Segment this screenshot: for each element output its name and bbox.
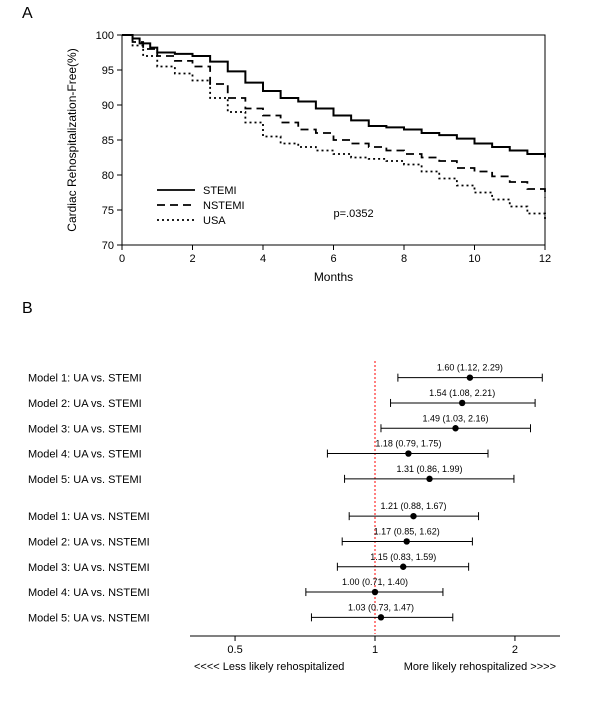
panel-b-forest: 0.5 1 2 <<<< Less likely rehospitalized More… [20, 345, 580, 675]
svg-text:STEMI: STEMI [203, 185, 237, 197]
svg-text:1.49 (1.03, 2.16): 1.49 (1.03, 2.16) [422, 413, 488, 423]
svg-text:1: 1 [372, 644, 378, 656]
svg-text:95: 95 [102, 65, 114, 77]
svg-text:1.54 (1.08, 2.21): 1.54 (1.08, 2.21) [429, 388, 495, 398]
figure-page: A 024681012707580859095100MonthsCardiac … [0, 0, 600, 703]
svg-text:Model 2: UA vs. NSTEMI: Model 2: UA vs. NSTEMI [28, 536, 150, 548]
svg-text:0: 0 [119, 253, 125, 265]
svg-text:90: 90 [102, 100, 114, 112]
svg-text:75: 75 [102, 205, 114, 217]
svg-text:2: 2 [189, 253, 195, 265]
svg-text:1.31 (0.86, 1.99): 1.31 (0.86, 1.99) [396, 464, 462, 474]
svg-text:Cardiac Rehospitalization-Free: Cardiac Rehospitalization-Free(%) [65, 48, 79, 231]
svg-text:12: 12 [539, 253, 551, 265]
svg-text:Model 2: UA vs. STEMI: Model 2: UA vs. STEMI [28, 398, 142, 410]
svg-text:Model 3: UA vs. STEMI: Model 3: UA vs. STEMI [28, 423, 142, 435]
svg-text:<<<< Less likely rehospitalize: <<<< Less likely rehospitalized [194, 661, 344, 673]
svg-text:1.18 (0.79, 1.75): 1.18 (0.79, 1.75) [375, 439, 441, 449]
svg-text:100: 100 [96, 30, 114, 42]
svg-text:Months: Months [314, 270, 353, 284]
svg-text:1.00 (0.71, 1.40): 1.00 (0.71, 1.40) [342, 577, 408, 587]
svg-text:p=.0352: p=.0352 [334, 208, 374, 220]
svg-text:USA: USA [203, 215, 226, 227]
svg-text:Model 5: UA vs. NSTEMI: Model 5: UA vs. NSTEMI [28, 612, 150, 624]
svg-text:85: 85 [102, 135, 114, 147]
svg-text:1.60 (1.12, 2.29): 1.60 (1.12, 2.29) [437, 363, 503, 373]
svg-text:Model 5: UA vs. STEMI: Model 5: UA vs. STEMI [28, 474, 142, 486]
svg-text:4: 4 [260, 253, 266, 265]
panel-a-chart: 0 2 4 6 8 10 12 70 75 80 85 90 95 100 Months Cardiac Re… [60, 25, 560, 285]
svg-text:10: 10 [468, 253, 480, 265]
svg-text:0.5: 0.5 [227, 644, 242, 656]
svg-text:80: 80 [102, 170, 114, 182]
svg-text:Model 4: UA vs. STEMI: Model 4: UA vs. STEMI [28, 449, 142, 461]
svg-text:Model 4: UA vs. NSTEMI: Model 4: UA vs. NSTEMI [28, 587, 150, 599]
svg-text:Model 3: UA vs. NSTEMI: Model 3: UA vs. NSTEMI [28, 562, 150, 574]
svg-text:Model 1: UA vs. STEMI: Model 1: UA vs. STEMI [28, 373, 142, 385]
svg-text:NSTEMI: NSTEMI [203, 200, 245, 212]
svg-text:Model 1: UA vs. NSTEMI: Model 1: UA vs. NSTEMI [28, 511, 150, 523]
svg-text:1.17 (0.85, 1.62): 1.17 (0.85, 1.62) [374, 526, 440, 536]
svg-text:2: 2 [512, 644, 518, 656]
panel-b-label: B [22, 300, 33, 318]
svg-text:More likely rehospitalized >>>: More likely rehospitalized >>>> [404, 661, 556, 673]
svg-text:1.03 (0.73, 1.47): 1.03 (0.73, 1.47) [348, 602, 414, 612]
svg-text:1.21 (0.88, 1.67): 1.21 (0.88, 1.67) [380, 501, 446, 511]
svg-text:1.15 (0.83, 1.59): 1.15 (0.83, 1.59) [370, 552, 436, 562]
svg-text:6: 6 [330, 253, 336, 265]
svg-text:8: 8 [401, 253, 407, 265]
svg-text:70: 70 [102, 240, 114, 252]
series-usa [122, 35, 545, 221]
panel-a-label: A [22, 5, 33, 23]
